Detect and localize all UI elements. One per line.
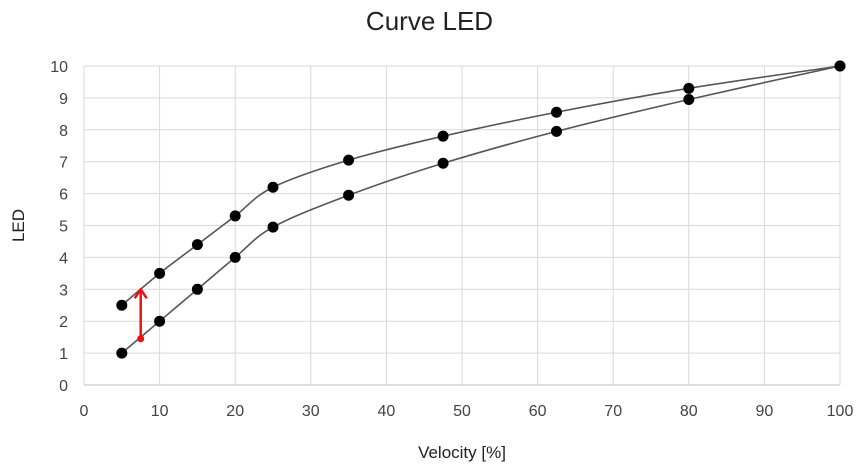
- data-point: [191, 239, 203, 251]
- data-point: [154, 315, 166, 327]
- annotation-arrow-base: [137, 335, 145, 343]
- data-point: [551, 106, 562, 118]
- y-tick-label: 6: [59, 187, 68, 204]
- data-point: [191, 283, 203, 295]
- y-tick-label: 5: [59, 219, 68, 236]
- x-tick-label: 90: [756, 403, 774, 420]
- annotations: [133, 288, 148, 343]
- y-tick-label: 2: [59, 314, 68, 331]
- data-point: [267, 221, 279, 233]
- data-point: [343, 154, 355, 166]
- series-lines: [116, 60, 846, 359]
- data-point: [343, 189, 355, 201]
- x-tick-label: 20: [226, 403, 244, 420]
- x-axis-title: Velocity [%]: [418, 443, 506, 462]
- x-tick-label: 70: [604, 403, 622, 420]
- y-tick-label: 10: [50, 59, 68, 76]
- data-point: [229, 251, 241, 263]
- x-tick-label: 80: [680, 403, 698, 420]
- y-tick-label: 9: [59, 91, 68, 108]
- data-point: [683, 93, 695, 105]
- x-tick-label: 30: [302, 403, 320, 420]
- x-tick-label: 10: [151, 403, 169, 420]
- y-tick-label: 8: [59, 123, 68, 140]
- y-tick-label: 3: [59, 282, 68, 299]
- gridlines: [83, 65, 841, 386]
- data-point: [154, 267, 166, 279]
- data-point: [834, 60, 846, 72]
- x-tick-label: 50: [453, 403, 471, 420]
- series-line: [121, 65, 841, 354]
- y-tick-label: 7: [59, 155, 68, 172]
- data-point: [116, 347, 128, 359]
- x-tick-label: 100: [827, 403, 854, 420]
- data-point: [551, 125, 562, 137]
- annotation-arrow-head: [133, 288, 148, 299]
- y-axis-title: LED: [9, 209, 28, 242]
- data-point: [683, 82, 695, 94]
- y-tick-label: 0: [59, 378, 68, 395]
- x-tick-label: 40: [378, 403, 396, 420]
- data-point: [229, 210, 241, 222]
- x-tick-label: 60: [529, 403, 547, 420]
- data-point: [116, 299, 128, 311]
- chart-title: Curve LED: [365, 6, 494, 36]
- data-point: [267, 181, 279, 193]
- y-tick-label: 1: [59, 346, 68, 363]
- x-tick-label: 0: [80, 403, 89, 420]
- data-point: [437, 157, 449, 169]
- series-line: [121, 65, 841, 306]
- y-tick-label: 4: [59, 250, 68, 267]
- data-point: [437, 130, 449, 142]
